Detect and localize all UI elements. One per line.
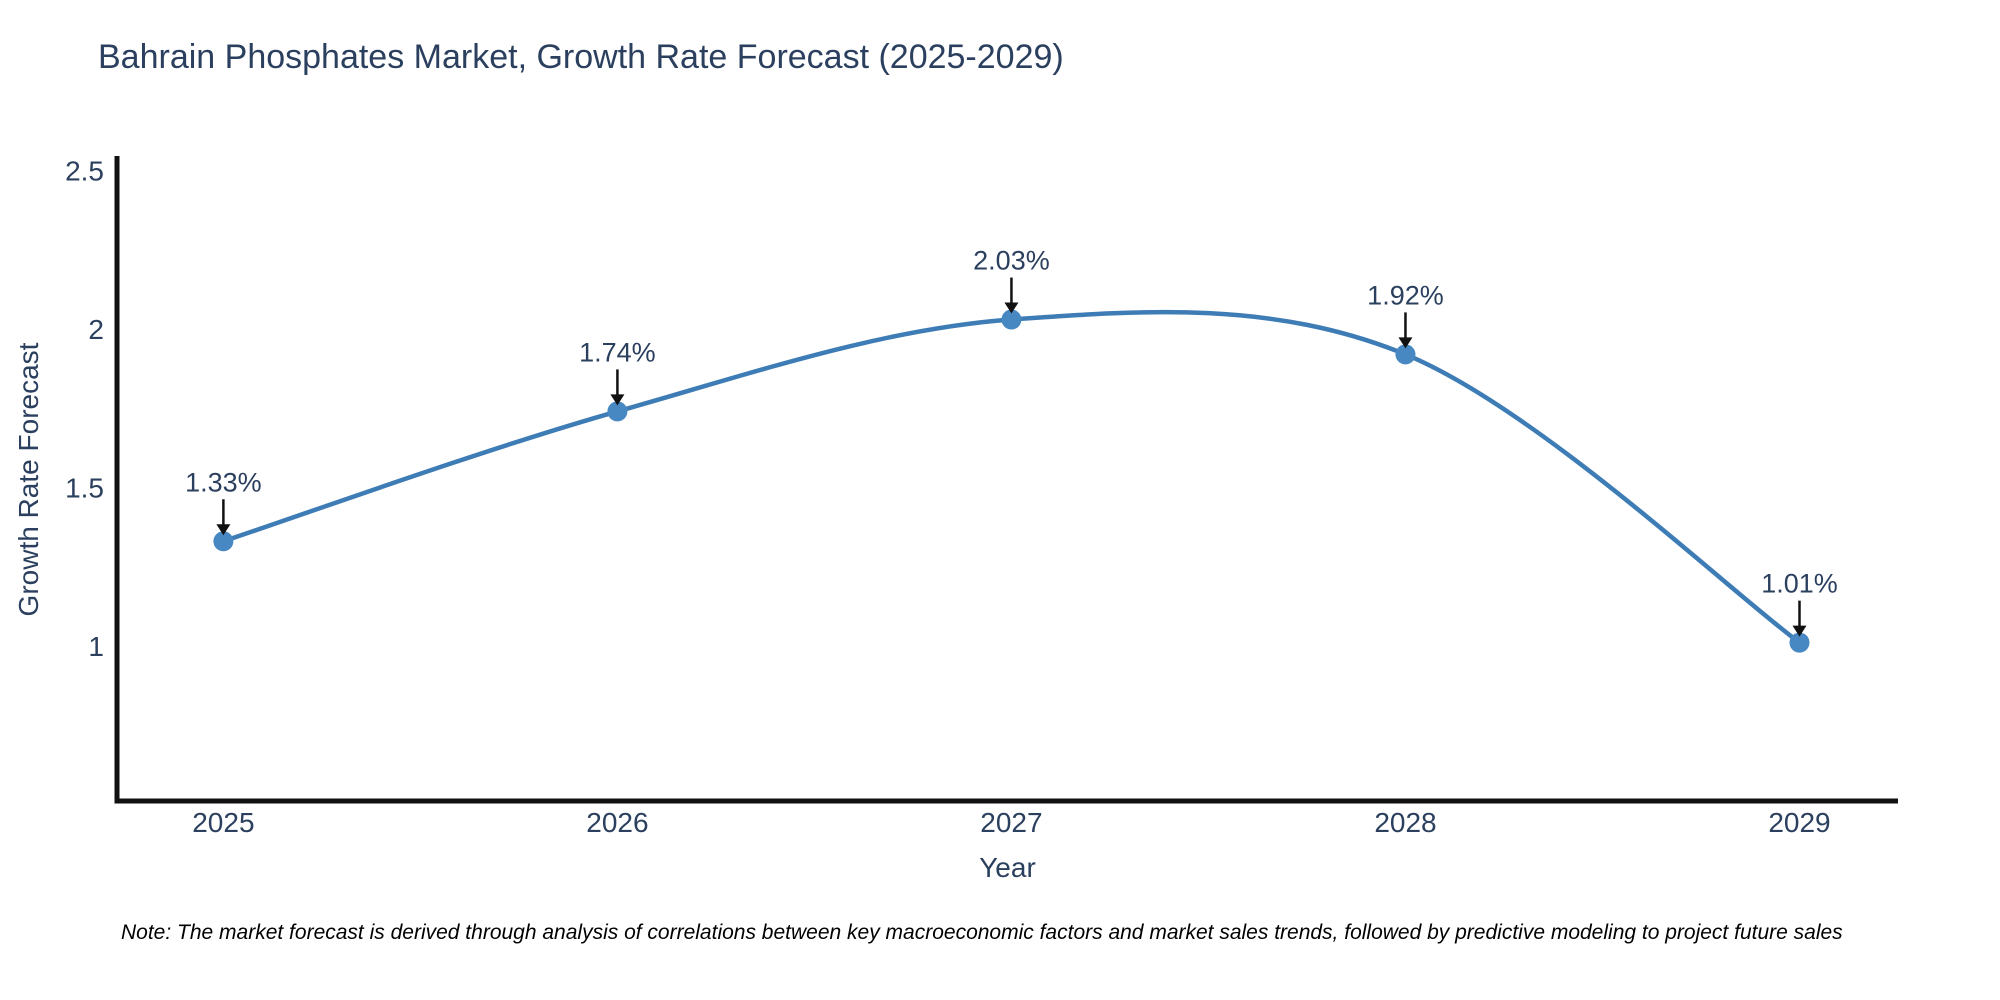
x-tick-label: 2025	[192, 807, 254, 838]
chart-title: Bahrain Phosphates Market, Growth Rate F…	[98, 38, 1064, 76]
y-tick-label: 1.5	[65, 472, 104, 503]
annotation-arrowhead	[610, 394, 625, 406]
x-axis-title: Year	[979, 852, 1036, 883]
y-tick-label: 2.5	[65, 156, 104, 187]
x-tick-label: 2027	[980, 807, 1042, 838]
x-tick-label: 2026	[586, 807, 648, 838]
data-point-marker	[1001, 309, 1022, 330]
data-point-label: 1.01%	[1761, 569, 1838, 599]
growth-rate-line-series	[221, 309, 1802, 645]
data-point-marker	[213, 531, 234, 552]
annotation-arrowhead	[216, 524, 231, 536]
data-point-label: 1.33%	[185, 467, 262, 497]
annotation-arrowhead	[1792, 625, 1807, 637]
x-tick-label: 2029	[1768, 807, 1830, 838]
y-tick-label: 1	[88, 631, 104, 662]
data-point-label: 2.03%	[973, 246, 1050, 276]
y-axis-title: Growth Rate Forecast	[13, 342, 44, 616]
x-tick-label: 2028	[1374, 807, 1436, 838]
footnote: Note: The market forecast is derived thr…	[121, 921, 1843, 944]
data-point-marker	[1395, 344, 1416, 365]
data-point-label: 1.92%	[1367, 280, 1444, 310]
y-tick-label: 2	[88, 314, 104, 345]
data-point-marker	[607, 401, 628, 422]
data-point-marker	[1789, 632, 1810, 653]
annotation-arrowhead	[1004, 302, 1019, 314]
data-point-label: 1.74%	[579, 337, 656, 367]
annotation-arrowhead	[1398, 337, 1413, 349]
